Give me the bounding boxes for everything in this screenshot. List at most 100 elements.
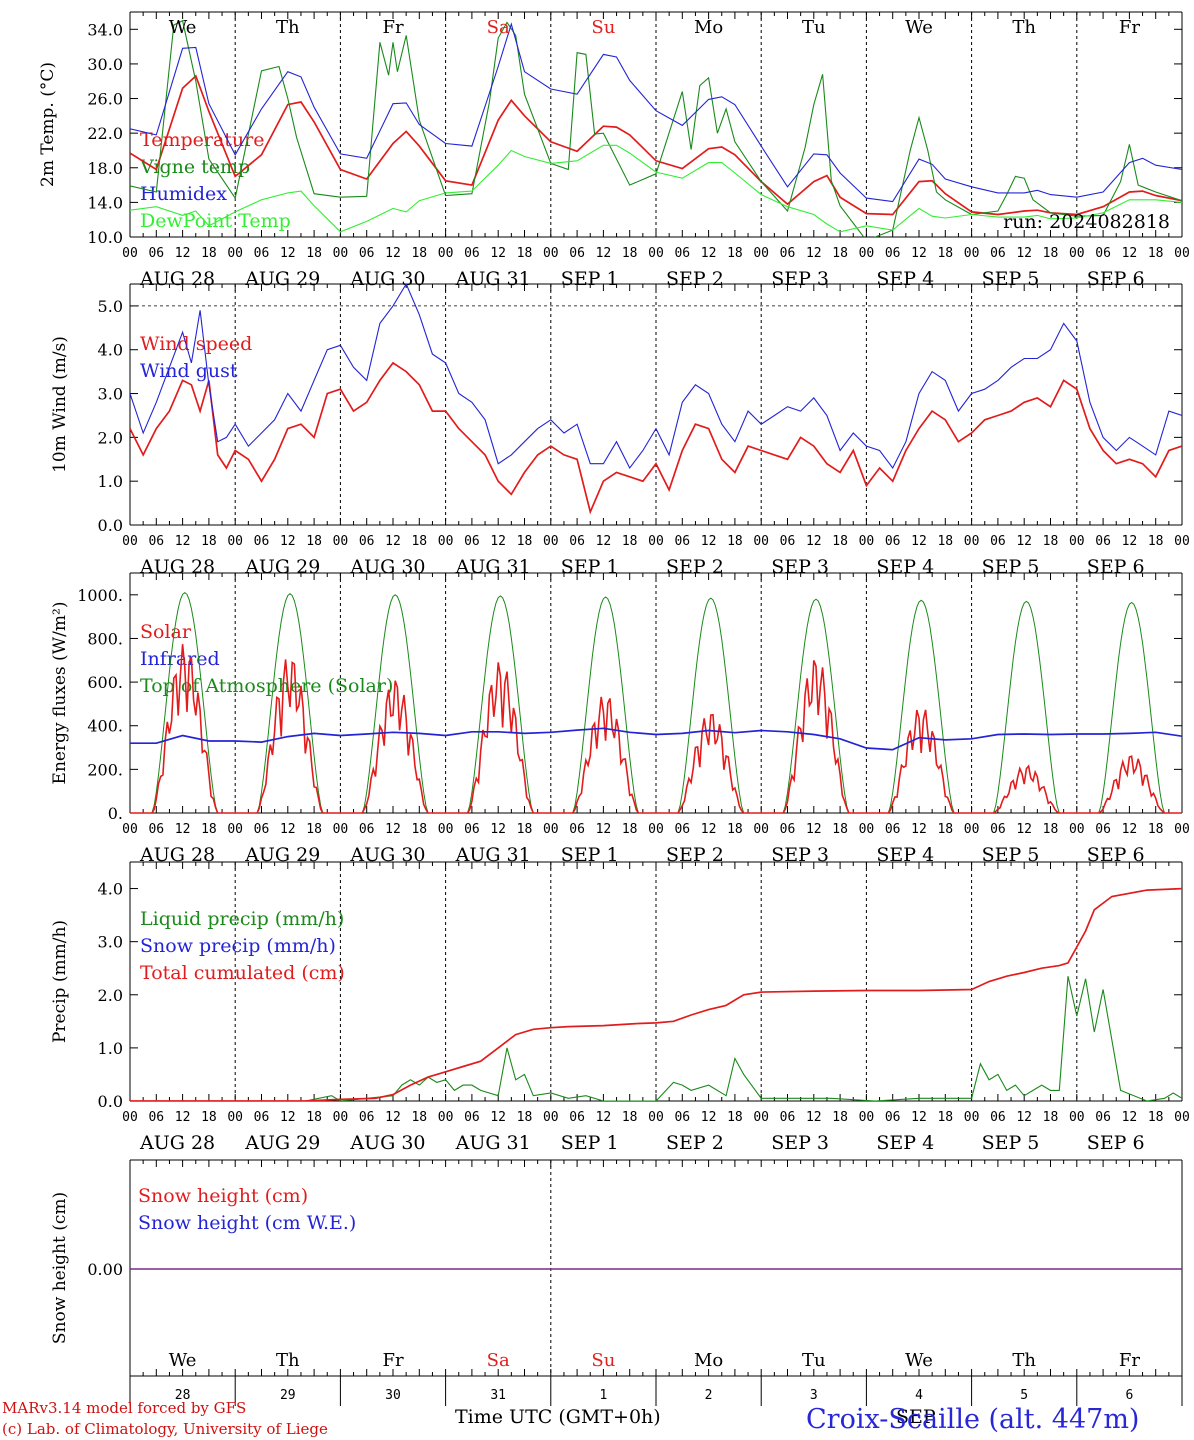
hour-tick-label: 18 bbox=[1043, 246, 1059, 261]
hour-tick-label: 18 bbox=[937, 246, 953, 261]
hour-tick-label: 12 bbox=[806, 246, 822, 261]
date-label: SEP 4 bbox=[876, 1132, 934, 1154]
hour-tick-label: 00 bbox=[753, 534, 769, 549]
hour-tick-label: 18 bbox=[517, 534, 533, 549]
day-name: Fr bbox=[1119, 17, 1140, 38]
series-group bbox=[130, 19, 1182, 237]
series-group bbox=[130, 591, 1182, 813]
hour-tick-label: 06 bbox=[674, 1110, 690, 1125]
hour-tick-label: 06 bbox=[1095, 534, 1111, 549]
hour-tick-label: 12 bbox=[1016, 1110, 1032, 1125]
hour-tick-label: 18 bbox=[832, 822, 848, 837]
hour-tick-label: 06 bbox=[148, 534, 164, 549]
hour-tick-label: 06 bbox=[885, 822, 901, 837]
hour-tick-label: 18 bbox=[306, 246, 322, 261]
hour-tick-label: 00 bbox=[964, 246, 980, 261]
day-name: We bbox=[169, 1350, 197, 1371]
date-label: AUG 29 bbox=[244, 556, 320, 578]
hour-tick-label: 06 bbox=[254, 534, 270, 549]
date-label: SEP 5 bbox=[982, 556, 1040, 578]
y-tick-label: 14.0 bbox=[87, 193, 123, 212]
legend-entry: Liquid precip (mm/h) bbox=[140, 908, 344, 930]
hour-tick-label: 18 bbox=[1043, 822, 1059, 837]
day-number: 5 bbox=[1020, 1388, 1028, 1403]
day-name: Tu bbox=[802, 17, 826, 38]
day-number: 30 bbox=[385, 1388, 401, 1403]
hour-tick-label: 00 bbox=[122, 534, 138, 549]
hour-tick-label: 06 bbox=[254, 246, 270, 261]
hour-tick-label: 18 bbox=[411, 822, 427, 837]
date-label: SEP 4 bbox=[876, 844, 934, 866]
hour-tick-label: 00 bbox=[648, 822, 664, 837]
series-wind-gust bbox=[130, 284, 1182, 470]
hour-tick-label: 06 bbox=[990, 534, 1006, 549]
day-name: Sa bbox=[487, 1350, 510, 1371]
hour-tick-label: 12 bbox=[490, 1110, 506, 1125]
hour-tick-label: 18 bbox=[622, 822, 638, 837]
hour-tick-label: 06 bbox=[990, 822, 1006, 837]
hour-tick-label: 00 bbox=[543, 246, 559, 261]
chart-panels: 10.014.018.022.026.030.034.02m Temp. (°C… bbox=[38, 11, 1190, 1406]
y-axis-label: Energy fluxes (W/m²) bbox=[50, 602, 70, 785]
day-name: Tu bbox=[802, 1350, 826, 1371]
hour-tick-label: 12 bbox=[911, 822, 927, 837]
series-infrared bbox=[130, 727, 1182, 751]
y-tick-label: 0.0 bbox=[98, 516, 123, 535]
hour-tick-label: 00 bbox=[122, 1110, 138, 1125]
hour-tick-label: 18 bbox=[517, 246, 533, 261]
date-label: AUG 30 bbox=[349, 268, 425, 290]
date-label: AUG 28 bbox=[139, 268, 215, 290]
location-title: Croix-Scaille (alt. 447m) bbox=[806, 1404, 1139, 1435]
date-label: SEP 5 bbox=[982, 268, 1040, 290]
hour-tick-label: 00 bbox=[333, 822, 349, 837]
hour-tick-label: 18 bbox=[727, 822, 743, 837]
hour-tick-label: 06 bbox=[254, 1110, 270, 1125]
legend-entry: Temperature bbox=[140, 129, 264, 151]
panel-temperature: 10.0 14.0 18.0 22.0 26.0 30.0 34.0 2m Temp. (°C… bbox=[38, 11, 1190, 290]
date-label: AUG 31 bbox=[455, 556, 531, 578]
hour-tick-label: 18 bbox=[517, 822, 533, 837]
y-tick-label: 22.0 bbox=[87, 124, 123, 143]
hour-tick-label: 12 bbox=[175, 534, 191, 549]
hour-tick-label: 06 bbox=[780, 534, 796, 549]
panel-energy: 0. 200. 400. 600. 800. 1000. Energy fluxes (W/… bbox=[50, 572, 1190, 866]
hour-tick-label: 00 bbox=[227, 246, 243, 261]
hour-tick-label: 12 bbox=[175, 246, 191, 261]
y-tick-label: 0.0 bbox=[98, 1092, 123, 1111]
date-label: SEP 1 bbox=[561, 1132, 619, 1154]
hour-tick-label: 06 bbox=[464, 246, 480, 261]
hour-tick-label: 18 bbox=[727, 246, 743, 261]
hour-tick-label: 06 bbox=[359, 822, 375, 837]
legend-entry: Vigne temp bbox=[139, 156, 250, 178]
hour-tick-label: 00 bbox=[753, 822, 769, 837]
hour-tick-label: 12 bbox=[385, 534, 401, 549]
hour-tick-label: 12 bbox=[1016, 534, 1032, 549]
hour-tick-label: 06 bbox=[885, 246, 901, 261]
y-tick-label: 1.0 bbox=[98, 1039, 123, 1058]
date-label: SEP 6 bbox=[1087, 1132, 1145, 1154]
date-label: AUG 30 bbox=[349, 556, 425, 578]
hour-tick-label: 06 bbox=[1095, 246, 1111, 261]
y-tick-label: 26.0 bbox=[87, 90, 123, 109]
legend-entry: Solar bbox=[140, 621, 192, 643]
hour-tick-label: 06 bbox=[464, 534, 480, 549]
hour-tick-label: 00 bbox=[227, 1110, 243, 1125]
hour-tick-label: 00 bbox=[543, 534, 559, 549]
date-label: SEP 6 bbox=[1087, 556, 1145, 578]
day-number: 4 bbox=[915, 1388, 923, 1403]
y-tick-label: 3.0 bbox=[98, 933, 123, 952]
y-tick-label: 4.0 bbox=[98, 880, 123, 899]
hour-tick-label: 00 bbox=[648, 1110, 664, 1125]
panel-snow: 0.00 Snow height (cm) Snow height (cm) Snow… bbox=[50, 1159, 1183, 1406]
hour-tick-label: 00 bbox=[1174, 534, 1190, 549]
day-name: Th bbox=[276, 17, 300, 38]
y-tick-label: 0.00 bbox=[87, 1260, 123, 1279]
hour-tick-label: 18 bbox=[937, 1110, 953, 1125]
date-label: SEP 6 bbox=[1087, 844, 1145, 866]
hour-tick-label: 06 bbox=[990, 1110, 1006, 1125]
date-label: SEP 3 bbox=[771, 1132, 829, 1154]
series-temperature bbox=[130, 74, 1182, 216]
hour-tick-label: 06 bbox=[780, 822, 796, 837]
y-tick-label: 30.0 bbox=[87, 55, 123, 74]
hour-tick-label: 06 bbox=[148, 1110, 164, 1125]
